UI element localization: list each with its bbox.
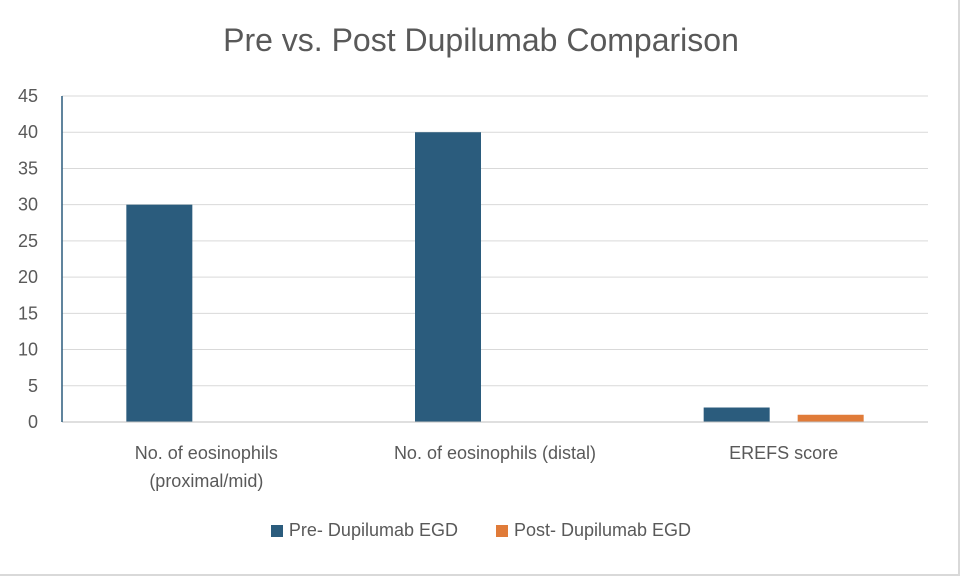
y-tick-label: 35 (18, 158, 38, 178)
bar-pre-2 (703, 407, 770, 422)
chart-legend: Pre- Dupilumab EGD Post- Dupilumab EGD (0, 520, 962, 541)
x-category-label: No. of eosinophils (135, 443, 278, 463)
x-category-label: No. of eosinophils (distal) (394, 443, 596, 463)
legend-item: Pre- Dupilumab EGD (270, 520, 458, 541)
bar-post-2 (797, 414, 864, 422)
bar-pre-1 (415, 132, 481, 422)
y-tick-label: 20 (18, 267, 38, 287)
legend-item: Post- Dupilumab EGD (495, 520, 692, 541)
y-tick-label: 40 (18, 122, 38, 142)
x-category-label: (proximal/mid) (149, 471, 263, 491)
legend-swatch (270, 524, 283, 537)
y-tick-label: 0 (28, 412, 38, 432)
y-tick-label: 5 (28, 376, 38, 396)
x-category-label: EREFS score (729, 443, 838, 463)
y-tick-label: 45 (18, 86, 38, 106)
legend-swatch (495, 524, 508, 537)
legend-label: Post- Dupilumab EGD (513, 520, 692, 540)
legend-label: Pre- Dupilumab EGD (288, 520, 458, 540)
bar-pre-0 (126, 204, 193, 422)
y-tick-label: 30 (18, 195, 38, 215)
y-tick-label: 10 (18, 340, 38, 360)
chart-title: Pre vs. Post Dupilumab Comparison (223, 22, 739, 58)
y-tick-label: 15 (18, 303, 38, 323)
y-tick-label: 25 (18, 231, 38, 251)
